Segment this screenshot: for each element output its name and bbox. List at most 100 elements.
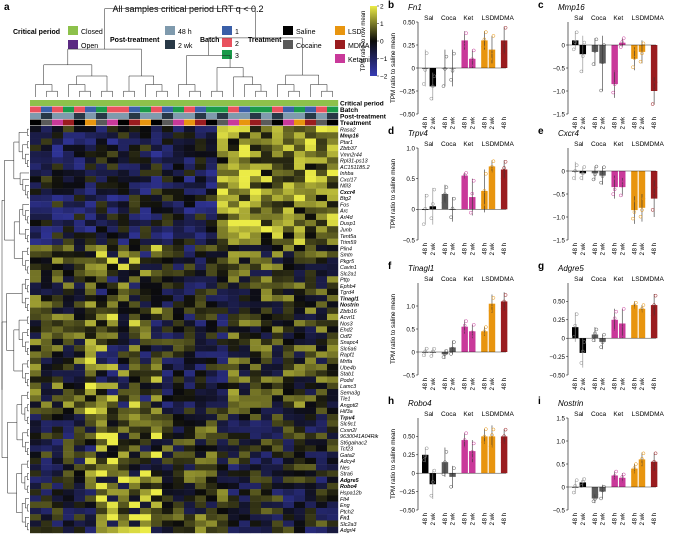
dendrogram-branch	[27, 235, 29, 243]
sample-point	[620, 184, 625, 188]
heatmap-cell	[217, 226, 229, 233]
heatmap-cell	[316, 351, 328, 358]
heatmap-cell	[305, 382, 317, 390]
heatmap-cell	[283, 307, 295, 315]
heatmap-cell	[305, 301, 317, 308]
heatmap-cell	[195, 257, 207, 264]
heatmap-cell	[327, 263, 339, 271]
annotation-cell	[206, 119, 218, 126]
heatmap-cell	[327, 169, 339, 177]
heatmap-cell	[173, 457, 185, 465]
heatmap-cell	[239, 282, 251, 289]
heatmap-cell	[195, 388, 207, 396]
heatmap-cell	[107, 151, 119, 158]
heatmap-cell	[195, 376, 207, 383]
heatmap-cell	[30, 426, 42, 434]
heatmap-cell	[129, 414, 141, 421]
heatmap-cell	[140, 457, 152, 465]
heatmap-cell	[250, 357, 262, 365]
heatmap-cell	[184, 282, 196, 289]
heatmap-cell	[316, 476, 328, 484]
heatmap-cell	[118, 451, 130, 459]
heatmap-cell	[118, 457, 130, 465]
heatmap-cell	[151, 363, 163, 371]
heatmap-cell	[294, 439, 306, 446]
sample-point	[469, 334, 473, 338]
heatmap-cell	[140, 182, 152, 189]
heatmap-cell	[74, 144, 86, 152]
annotation-cell	[272, 106, 284, 113]
sample-point	[614, 469, 618, 474]
sample-point	[634, 462, 638, 466]
heatmap-cell	[184, 338, 196, 346]
heatmap-cell	[327, 201, 339, 208]
panel-title: Nostrin	[558, 399, 584, 408]
heatmap-cell	[96, 526, 108, 534]
heatmap-cell	[96, 388, 108, 396]
heatmap-cell	[63, 507, 75, 515]
heatmap-cell	[217, 282, 229, 289]
heatmap-cell	[206, 520, 218, 527]
annotation-cell	[129, 119, 141, 126]
heatmap-cell	[151, 376, 163, 383]
heatmap-cell	[162, 432, 174, 440]
heatmap-cell	[327, 395, 339, 402]
sample-point	[470, 450, 475, 454]
heatmap-cell	[206, 495, 218, 502]
heatmap-cell	[294, 270, 306, 277]
heatmap-cell	[63, 313, 75, 321]
heatmap-cell	[261, 451, 273, 459]
heatmap-cell	[272, 326, 284, 333]
heatmap-cell	[74, 420, 86, 427]
heatmap-cell	[129, 464, 141, 471]
annotation-cell	[162, 100, 174, 106]
heatmap-cell	[206, 464, 218, 471]
sample-point	[472, 323, 476, 327]
dendrogram-branch	[13, 329, 23, 372]
x-tick-label: 48 h	[423, 513, 429, 525]
heatmap-cell	[129, 363, 141, 371]
heatmap-cell	[283, 439, 295, 446]
heatmap-cell	[305, 520, 317, 527]
heatmap-cell	[118, 201, 130, 208]
heatmap-cell	[294, 388, 306, 396]
heatmap-cell	[41, 226, 53, 233]
gene-label: Angptl2	[339, 403, 358, 409]
bar	[469, 331, 476, 352]
heatmap-cell	[63, 501, 75, 509]
heatmap-cell	[250, 132, 262, 139]
heatmap-cell	[74, 388, 86, 396]
heatmap-cell	[41, 382, 53, 390]
x-tick-label: 48 h	[502, 513, 508, 525]
heatmap-cell	[283, 382, 295, 390]
y-tick-label: −0.25	[399, 489, 415, 496]
heatmap-cell	[228, 282, 240, 289]
heatmap-cell	[140, 270, 152, 277]
heatmap-cell	[140, 357, 152, 365]
heatmap-cell	[305, 138, 317, 145]
heatmap-cell	[206, 263, 218, 271]
heatmap-cell	[162, 176, 174, 183]
heatmap-cell	[206, 457, 218, 465]
bar	[631, 305, 638, 339]
heatmap-cell	[195, 307, 207, 315]
heatmap-cell	[250, 426, 262, 434]
heatmap-cell	[41, 194, 53, 202]
heatmap-cell	[85, 426, 97, 434]
heatmap-cell	[96, 514, 108, 521]
heatmap-cell	[261, 244, 273, 252]
sample-point	[579, 484, 584, 488]
sample-point	[431, 84, 435, 89]
heatmap-cell	[52, 476, 64, 484]
heatmap-cell	[261, 388, 273, 396]
gene-label: Nos3	[340, 321, 353, 327]
heatmap-cell	[85, 401, 97, 408]
dendrogram-branch	[21, 503, 26, 523]
heatmap-cell	[85, 157, 97, 164]
heatmap-cell	[316, 457, 328, 465]
gene-label: Adcy4	[339, 459, 355, 465]
annotation-cell	[74, 100, 86, 106]
heatmap-cell	[283, 151, 295, 158]
group-label: Ket	[613, 411, 623, 418]
